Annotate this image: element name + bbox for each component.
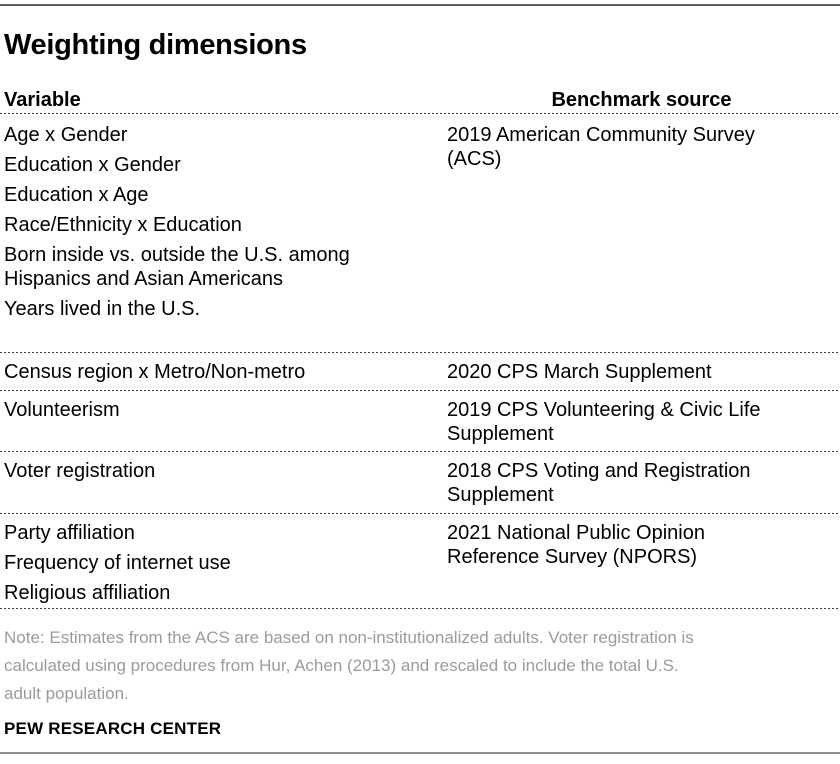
benchmark-cell: 2018 CPS Voting and Registration Supplem…	[447, 460, 751, 506]
table-end-divider	[0, 608, 840, 609]
variable-cell: Age x Gender Education x Gender Education …	[4, 123, 447, 321]
variable-item: Volunteerism	[4, 399, 120, 421]
benchmark-cell: 2021 National Public Opinion Reference S…	[447, 522, 705, 568]
variable-cell: Voter registration	[4, 459, 447, 507]
benchmark-cell: 2019 CPS Volunteering & Civic Life Suppl…	[447, 399, 761, 445]
bottom-rule	[0, 752, 840, 754]
benchmark-cell: 2019 American Community Survey (ACS)	[447, 124, 755, 170]
table-body: Age x Gender Education x Gender Education …	[0, 114, 840, 608]
table-row: Voter registration 2018 CPS Voting and R…	[0, 451, 840, 513]
table-header-row: Variable Benchmark source	[0, 88, 840, 114]
variable-item: Education x Age	[4, 184, 149, 206]
variable-item: Census region x Metro/Non-metro	[4, 361, 306, 383]
note-line: adult population.	[4, 684, 129, 703]
variable-item: Party affiliation	[4, 522, 135, 544]
note-line: calculated using procedures from Hur, Ac…	[4, 656, 679, 675]
note-line: Note: Estimates from the ACS are based o…	[4, 628, 694, 647]
note-text: Note: Estimates from the ACS are based o…	[4, 624, 840, 708]
variable-item: Race/Ethnicity x Education	[4, 214, 242, 236]
table-row: Census region x Metro/Non-metro 2020 CPS…	[0, 352, 840, 390]
variable-item: Religious affiliation	[4, 582, 171, 604]
variable-cell: Party affiliation Frequency of internet u…	[4, 521, 447, 605]
variable-cell: Volunteerism	[4, 398, 447, 446]
column-header-benchmark: Benchmark source	[551, 89, 732, 111]
source-org-label: PEW RESEARCH CENTER	[4, 719, 222, 738]
figure-title: Weighting dimensions	[4, 29, 307, 61]
variable-cell: Census region x Metro/Non-metro	[4, 360, 447, 384]
table-row: Age x Gender Education x Gender Education …	[0, 114, 840, 352]
variable-item: Years lived in the U.S.	[4, 298, 201, 320]
variable-item: Voter registration	[4, 460, 156, 482]
top-rule	[0, 4, 840, 6]
variable-item: Education x Gender	[4, 154, 181, 176]
benchmark-cell: 2020 CPS March Supplement	[447, 361, 712, 383]
table-row: Party affiliation Frequency of internet u…	[0, 513, 840, 608]
column-header-variable: Variable	[4, 89, 81, 111]
variable-item: Frequency of internet use	[4, 552, 231, 574]
table-row: Volunteerism 2019 CPS Volunteering & Civ…	[0, 390, 840, 451]
variable-item: Age x Gender	[4, 124, 128, 146]
variable-item: Born inside vs. outside the U.S. among H…	[4, 244, 350, 290]
